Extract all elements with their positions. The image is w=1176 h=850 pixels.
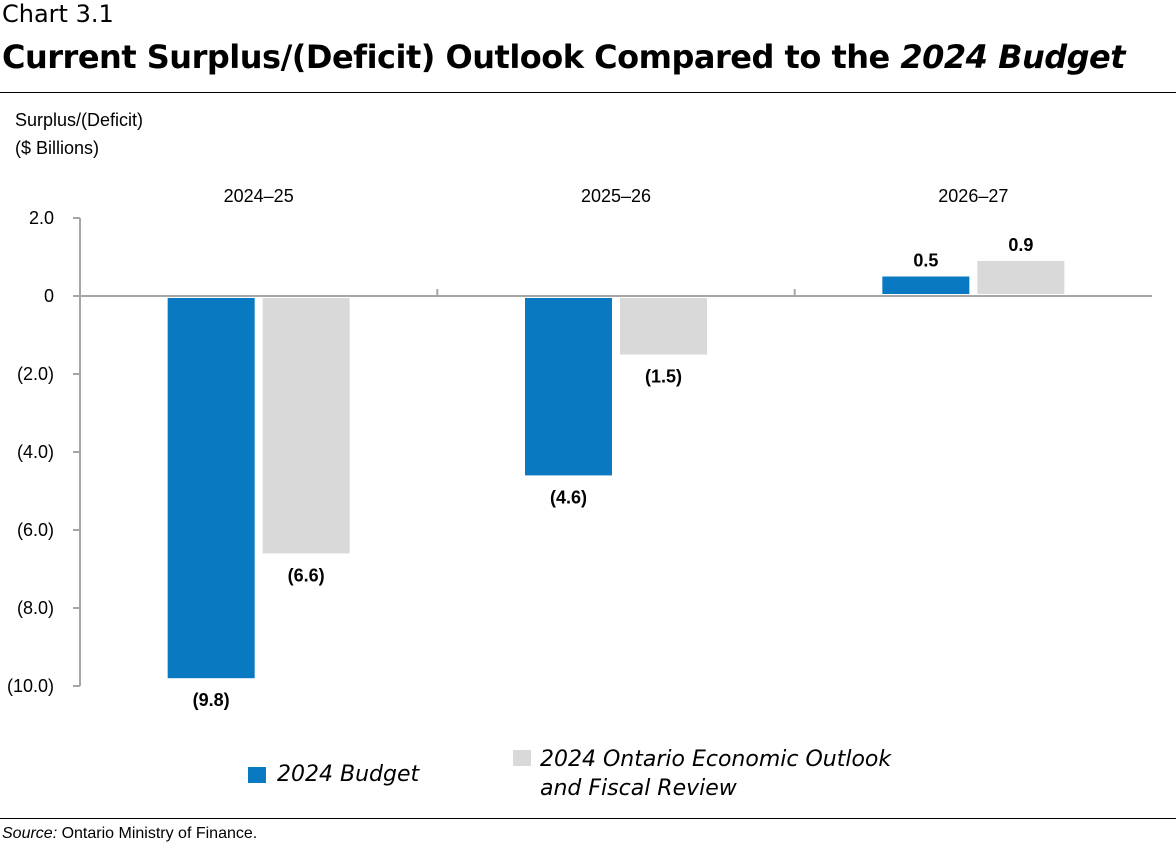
- data-label: (9.8): [193, 690, 230, 710]
- category-label: 2025–26: [581, 186, 651, 206]
- legend-swatch-budget: [248, 767, 266, 783]
- category-label: 2024–25: [224, 186, 294, 206]
- source-note: Source: Ontario Ministry of Finance.: [2, 825, 257, 843]
- y-tick-label: (8.0): [17, 598, 54, 618]
- legend-swatch-fall-economic-statement: [513, 750, 531, 766]
- title-divider: [0, 92, 1176, 93]
- bar-fall-economic-statement: [977, 260, 1065, 294]
- bar-fall-economic-statement: [262, 298, 350, 554]
- y-axis-label-line: Surplus/(Deficit): [15, 110, 144, 130]
- data-label: (4.6): [550, 487, 587, 507]
- title-italic: 2024 Budget: [900, 38, 1126, 76]
- y-tick-label: 0: [44, 286, 54, 306]
- legend-label-line: and Fiscal Review: [540, 776, 737, 801]
- source-text: Ontario Ministry of Finance.: [57, 825, 258, 842]
- y-tick-label: (6.0): [17, 520, 54, 540]
- y-axis-label-line: ($ Billions): [15, 138, 100, 158]
- legend-label-budget: 2024 Budget: [277, 762, 420, 787]
- y-tick-label: (4.0): [17, 442, 54, 462]
- category-label: 2026–27: [938, 186, 1008, 206]
- data-label: 0.9: [1008, 235, 1033, 255]
- source-divider: [0, 818, 1176, 819]
- bar-budget: [882, 276, 970, 294]
- legend-label-line: 2024 Ontario Economic Outlook: [540, 747, 892, 772]
- data-label: (1.5): [645, 367, 682, 387]
- bar-budget: [167, 298, 255, 679]
- bar-budget: [525, 298, 612, 476]
- y-tick-label: 2.0: [29, 208, 54, 228]
- y-tick-label: (2.0): [17, 364, 54, 384]
- source-label: Source:: [2, 825, 58, 842]
- legend-label-fall-economic-statement: 2024 Ontario Economic Outlook and Fiscal…: [540, 745, 891, 803]
- bar-fall-economic-statement: [620, 298, 707, 355]
- y-tick-label: (10.0): [7, 676, 54, 696]
- data-label: 0.5: [913, 251, 938, 271]
- data-label: (6.6): [288, 565, 325, 585]
- chart-label: Chart 3.1: [2, 0, 114, 28]
- chart-title: Current Surplus/(Deficit) Outlook Compar…: [2, 38, 1126, 76]
- title-main: Current Surplus/(Deficit) Outlook Compar…: [2, 38, 901, 76]
- y-axis-label: Surplus/(Deficit) ($ Billions): [15, 106, 143, 162]
